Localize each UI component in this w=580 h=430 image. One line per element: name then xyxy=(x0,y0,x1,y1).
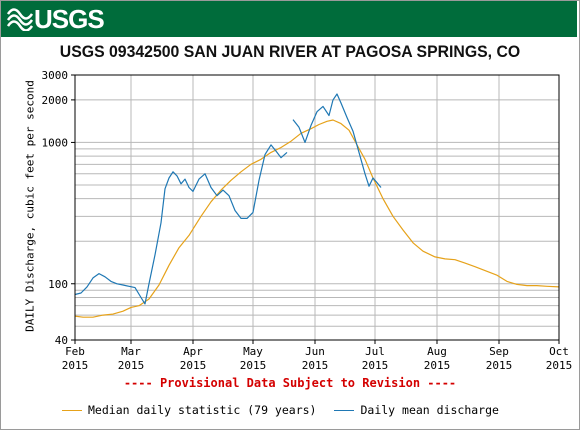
usgs-header-banner: USGS xyxy=(1,1,577,37)
x-tick-month-label: Feb xyxy=(65,345,85,358)
series-lines xyxy=(74,93,560,318)
legend-item-daily-mean: Daily mean discharge xyxy=(334,403,499,417)
x-tick-year-label: 2015 xyxy=(62,359,89,372)
chart-title: USGS 09342500 SAN JUAN RIVER AT PAGOSA S… xyxy=(59,42,521,61)
x-tick-year-label: 2015 xyxy=(486,359,513,372)
x-tick-month-label: Jun xyxy=(305,345,325,358)
axis-ticks: 40100100020003000Feb2015Mar2015Apr2015Ma… xyxy=(42,69,573,372)
x-tick-month-label: Aug xyxy=(427,345,447,358)
y-tick-label: 100 xyxy=(48,278,68,291)
x-tick-year-label: 2015 xyxy=(424,359,451,372)
x-tick-month-label: Apr xyxy=(183,345,203,358)
plot-area-border xyxy=(74,74,560,341)
x-tick-year-label: 2015 xyxy=(302,359,329,372)
provisional-notice: ---- Provisional Data Subject to Revisio… xyxy=(123,376,457,390)
x-tick-month-label: Sep xyxy=(489,345,509,358)
x-tick-year-label: 2015 xyxy=(118,359,145,372)
x-tick-year-label: 2015 xyxy=(362,359,389,372)
median-series-line xyxy=(74,119,560,318)
y-tick-label: 1000 xyxy=(42,136,69,149)
x-tick-month-label: Mar xyxy=(121,345,141,358)
x-tick-year-label: 2015 xyxy=(180,359,207,372)
x-tick-month-label: Jul xyxy=(365,345,385,358)
legend-swatch-median xyxy=(62,409,82,411)
y-tick-label: 3000 xyxy=(42,69,69,82)
grid-lines xyxy=(74,74,560,341)
legend-swatch-daily-mean xyxy=(334,409,355,411)
x-tick-year-label: 2015 xyxy=(546,359,573,372)
legend: Median daily statistic (79 years) Daily … xyxy=(62,403,517,417)
x-tick-month-label: Oct xyxy=(549,345,569,358)
y-tick-label: 2000 xyxy=(42,94,69,107)
x-tick-month-label: May xyxy=(243,345,263,358)
x-tick-year-label: 2015 xyxy=(240,359,267,372)
legend-item-median: Median daily statistic (79 years) xyxy=(62,403,316,417)
y-tick-label: 40 xyxy=(55,334,68,347)
usgs-logo-text: USGS xyxy=(34,4,105,34)
usgs-wave-logo-icon xyxy=(7,8,33,31)
legend-label-median: Median daily statistic (79 years) xyxy=(88,403,317,417)
daily-mean-series-line xyxy=(74,93,382,305)
legend-label-daily-mean: Daily mean discharge xyxy=(360,403,499,417)
